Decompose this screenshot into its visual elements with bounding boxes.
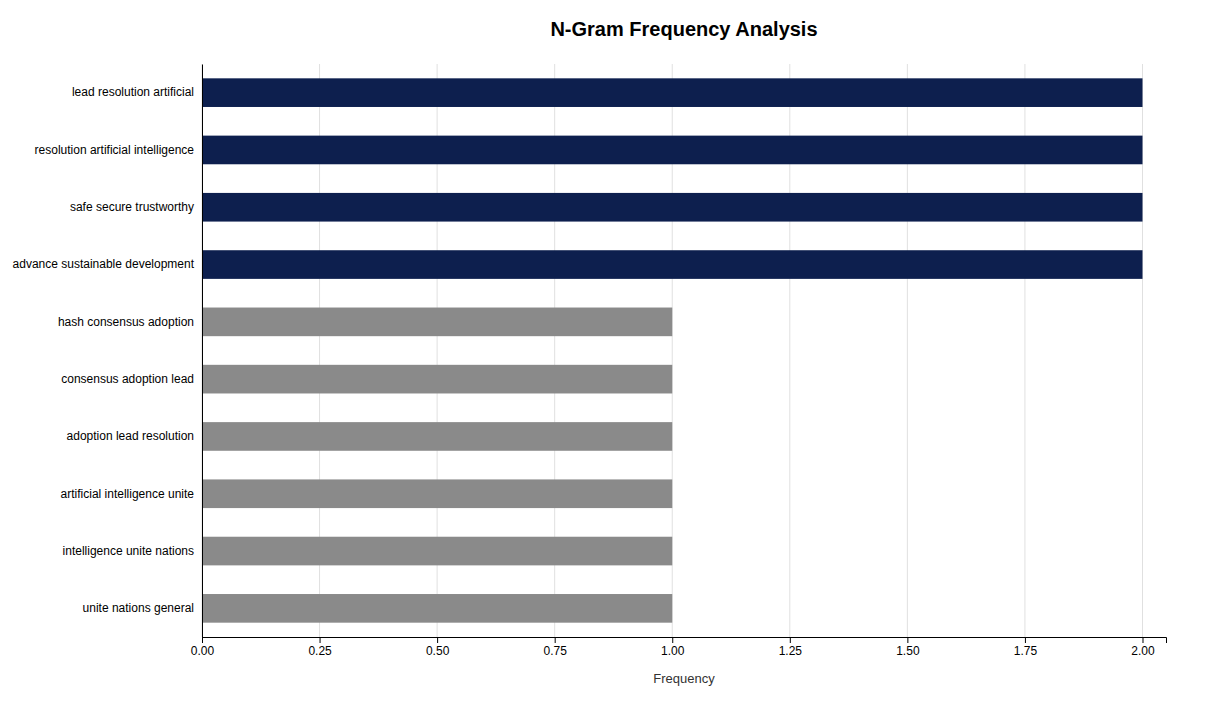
- x-tick-label: 0.00: [191, 644, 215, 658]
- y-tick: resolution artificial intelligence: [35, 143, 202, 157]
- bar: [202, 537, 672, 566]
- y-tick-label: resolution artificial intelligence: [35, 143, 195, 157]
- bar: [202, 479, 672, 508]
- y-tick: artificial intelligence unite: [61, 487, 202, 501]
- y-tick: intelligence unite nations: [63, 544, 202, 558]
- x-tick: 0.25: [308, 637, 332, 658]
- y-axis: unite nations general intelligence unite …: [13, 65, 203, 638]
- x-tick: 0.50: [426, 637, 450, 658]
- y-tick: advance sustainable development: [13, 257, 202, 271]
- x-tick-mark: [907, 637, 908, 643]
- x-tick: 0.00: [191, 637, 215, 658]
- x-tick: 1.00: [661, 637, 685, 658]
- x-tick: 1.50: [896, 637, 920, 658]
- y-tick-label: advance sustainable development: [13, 257, 195, 271]
- x-tick-label: 0.50: [426, 644, 450, 658]
- plot-area: 0.00 0.25 0.50 0.75 1.00 1.25 1.50 1.75 2.00 unit…: [13, 64, 1167, 658]
- grid-line: [202, 64, 203, 637]
- bar: [202, 594, 672, 623]
- x-tick-mark: [555, 637, 556, 643]
- x-tick-mark: [1142, 637, 1143, 643]
- x-tick-mark: [202, 637, 203, 643]
- x-tick: 1.75: [1014, 637, 1038, 658]
- bar: [202, 136, 1142, 165]
- y-tick: lead resolution artificial: [72, 85, 202, 99]
- x-tick-mark: [320, 637, 321, 643]
- y-tick: adoption lead resolution: [67, 429, 202, 443]
- x-tick-label: 1.75: [1014, 644, 1038, 658]
- x-tick-label: 1.50: [896, 644, 920, 658]
- x-tick-mark: [790, 637, 791, 643]
- bars: [202, 78, 1142, 622]
- x-tick: 0.75: [544, 637, 568, 658]
- bar: [202, 250, 1142, 279]
- y-tick-label: intelligence unite nations: [63, 544, 194, 558]
- y-tick: safe secure trustworthy: [70, 200, 202, 214]
- x-axis-title: Frequency: [653, 671, 715, 686]
- x-axis-line: [203, 638, 1167, 644]
- x-tick-label: 1.00: [661, 644, 685, 658]
- x-tick-label: 1.25: [779, 644, 803, 658]
- chart-svg: 0.00 0.25 0.50 0.75 1.00 1.25 1.50 1.75 2.00 unit…: [0, 0, 1206, 701]
- chart-title: N-Gram Frequency Analysis: [550, 18, 817, 40]
- bar: [202, 365, 672, 394]
- y-tick-label: artificial intelligence unite: [61, 487, 195, 501]
- y-tick-label: hash consensus adoption: [58, 315, 194, 329]
- x-tick-mark: [1025, 637, 1026, 643]
- chart-container: 0.00 0.25 0.50 0.75 1.00 1.25 1.50 1.75 2.00 unit…: [0, 0, 1206, 701]
- y-tick-label: adoption lead resolution: [67, 429, 194, 443]
- x-tick: 1.25: [779, 637, 803, 658]
- y-tick-label: lead resolution artificial: [72, 85, 194, 99]
- bar: [202, 78, 1142, 107]
- y-tick: unite nations general: [83, 601, 202, 615]
- x-tick-mark: [672, 637, 673, 643]
- x-tick-label: 0.75: [544, 644, 568, 658]
- y-tick: hash consensus adoption: [58, 315, 202, 329]
- y-tick-label: safe secure trustworthy: [70, 200, 194, 214]
- x-axis: 0.00 0.25 0.50 0.75 1.00 1.25 1.50 1.75 2.00: [191, 637, 1167, 658]
- y-axis-line: [202, 65, 203, 638]
- x-tick-mark: [437, 637, 438, 643]
- x-tick-label: 2.00: [1131, 644, 1155, 658]
- bar: [202, 422, 672, 451]
- y-tick-label: consensus adoption lead: [61, 372, 194, 386]
- y-tick-label: unite nations general: [83, 601, 194, 615]
- x-tick-label: 0.25: [308, 644, 332, 658]
- x-tick: 2.00: [1131, 637, 1155, 658]
- y-tick: consensus adoption lead: [61, 372, 202, 386]
- bar: [202, 193, 1142, 222]
- grid: [202, 64, 1142, 637]
- bar: [202, 308, 672, 337]
